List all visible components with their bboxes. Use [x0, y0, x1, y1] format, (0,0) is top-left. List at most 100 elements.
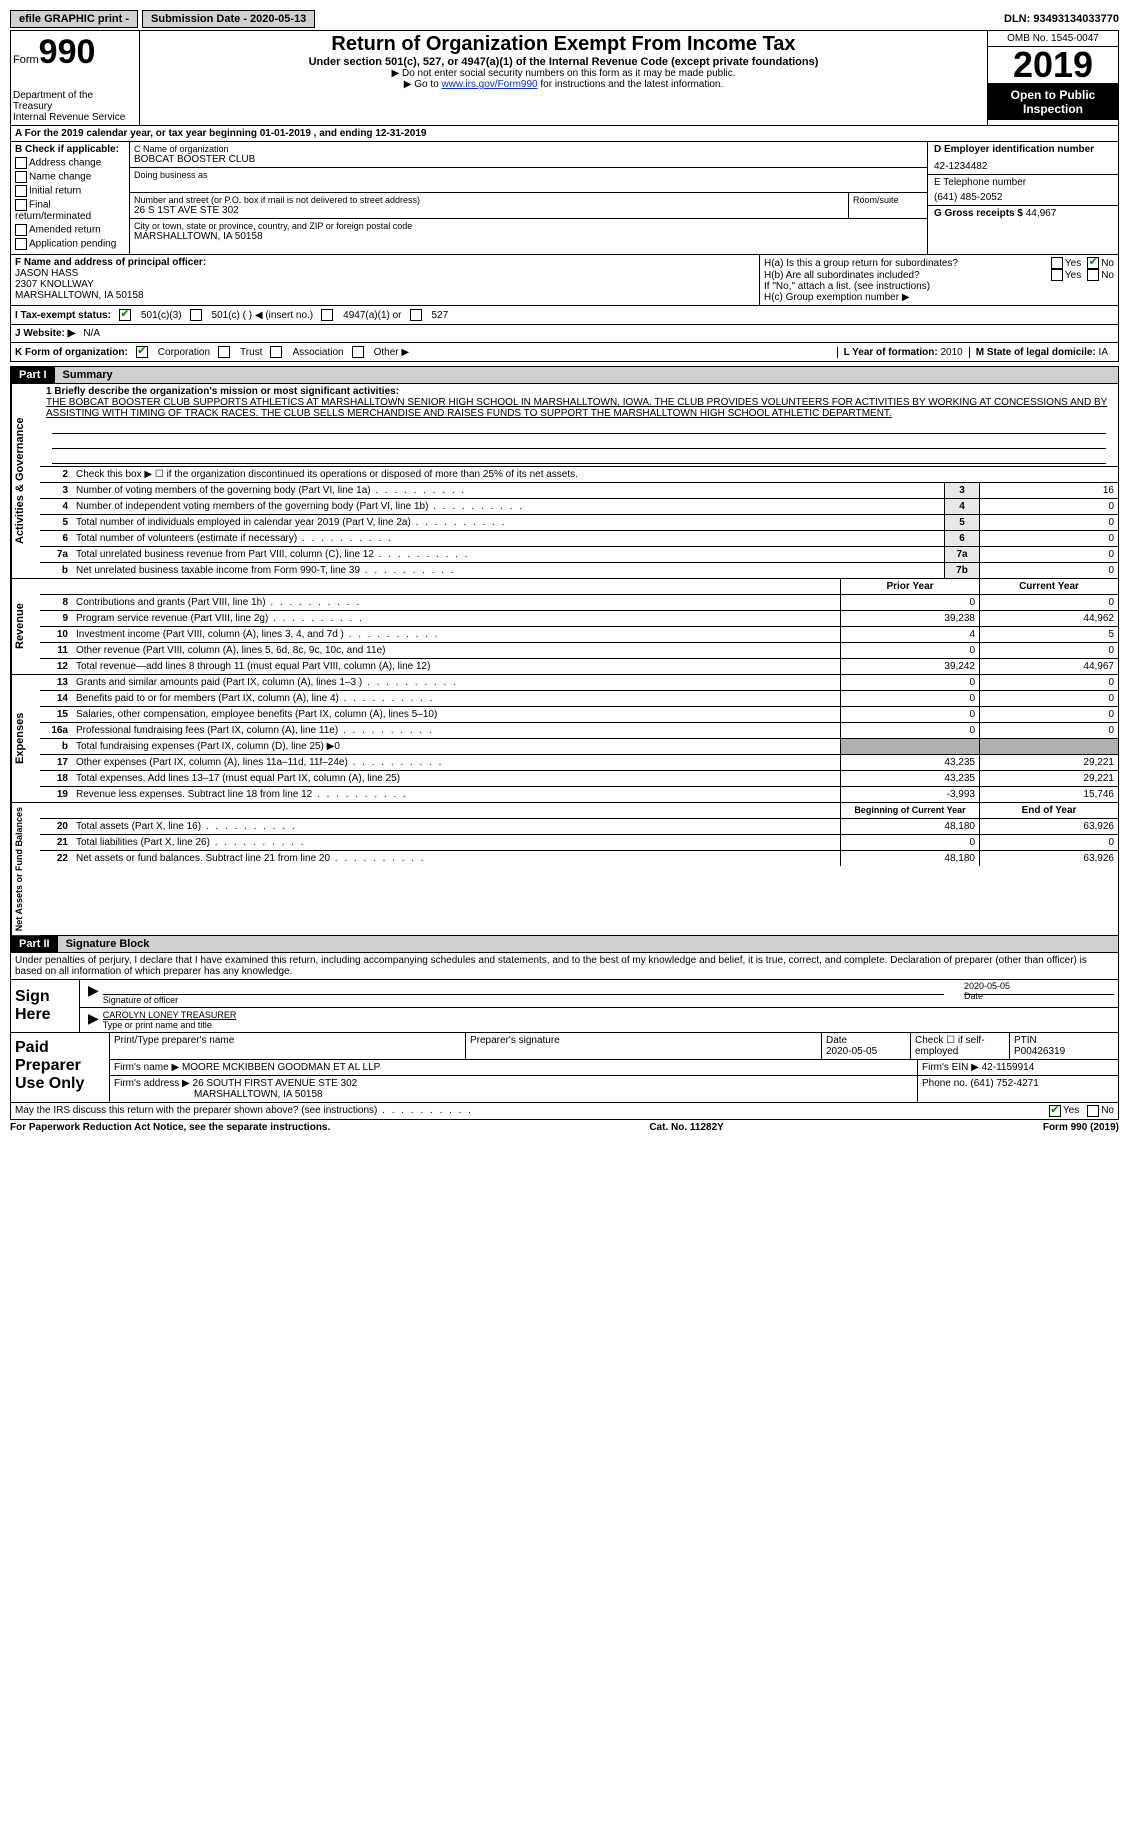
l16bn: b: [40, 739, 72, 754]
check-amended[interactable]: [15, 224, 27, 236]
l7an: 7a: [40, 547, 72, 562]
check-pending[interactable]: [15, 238, 27, 250]
check-name[interactable]: [15, 171, 27, 183]
discuss-no-label: No: [1101, 1105, 1114, 1117]
section-a: A For the 2019 calendar year, or tax yea…: [10, 126, 1119, 142]
prep-h5: PTIN: [1014, 1035, 1037, 1046]
phone-label: E Telephone number: [934, 177, 1112, 188]
firm-name-l: Firm's name ▶: [114, 1062, 179, 1073]
l5d: Total number of individuals employed in …: [72, 515, 944, 530]
ha-no[interactable]: [1087, 257, 1099, 269]
discuss-no[interactable]: [1087, 1105, 1099, 1117]
l19c: 15,746: [979, 787, 1118, 802]
ha-yes[interactable]: [1051, 257, 1063, 269]
l12n: 12: [40, 659, 72, 674]
l3n: 3: [40, 483, 72, 498]
check-527[interactable]: [410, 309, 422, 321]
l8n: 8: [40, 595, 72, 610]
entity-grid: B Check if applicable: Address change Na…: [10, 142, 1119, 255]
l18c: 29,221: [979, 771, 1118, 786]
discuss-text: May the IRS discuss this return with the…: [15, 1105, 1049, 1117]
vtab-net: Net Assets or Fund Balances: [11, 803, 40, 935]
check-other[interactable]: [352, 346, 364, 358]
label-pending: Application pending: [29, 239, 116, 250]
discuss-row: May the IRS discuss this return with the…: [10, 1103, 1119, 1120]
check-address[interactable]: [15, 157, 27, 169]
efile-button[interactable]: efile GRAPHIC print -: [10, 10, 138, 28]
city-label: City or town, state or province, country…: [134, 221, 923, 231]
top-bar: efile GRAPHIC print - Submission Date - …: [10, 10, 1119, 28]
box-b: B Check if applicable: Address change Na…: [11, 142, 130, 254]
l7av: 0: [979, 547, 1118, 562]
l9c: 44,962: [979, 611, 1118, 626]
label-address: Address change: [29, 158, 101, 169]
l16ac: 0: [979, 723, 1118, 738]
opt-other: Other ▶: [374, 347, 409, 358]
check-corp[interactable]: [136, 346, 148, 358]
ein-label: D Employer identification number: [934, 144, 1112, 155]
form-header: Form990 Department of the Treasury Inter…: [10, 30, 1119, 126]
hb-no[interactable]: [1087, 269, 1099, 281]
part1-header: Part I: [11, 367, 55, 383]
irs-link[interactable]: www.irs.gov/Form990: [441, 79, 537, 90]
dln-text: DLN: 93493134033770: [1004, 13, 1119, 25]
discuss-yes[interactable]: [1049, 1105, 1061, 1117]
footer-right: Form 990 (2019): [1043, 1122, 1119, 1133]
l13n: 13: [40, 675, 72, 690]
officer-group-row: F Name and address of principal officer:…: [10, 255, 1119, 306]
part1-title: Summary: [55, 367, 1118, 383]
l18d: Total expenses. Add lines 13–17 (must eq…: [72, 771, 840, 786]
l13d: Grants and similar amounts paid (Part IX…: [72, 675, 840, 690]
check-501c[interactable]: [190, 309, 202, 321]
no-label: No: [1101, 258, 1114, 269]
l22n: 22: [40, 851, 72, 866]
opt-corp: Corporation: [158, 347, 210, 358]
city-value: MARSHALLTOWN, IA 50158: [134, 231, 923, 242]
check-final[interactable]: [15, 199, 27, 211]
box-d: D Employer identification number 42-1234…: [927, 142, 1118, 254]
l3d: Number of voting members of the governin…: [72, 483, 944, 498]
opt-4947: 4947(a)(1) or: [343, 310, 401, 321]
check-initial[interactable]: [15, 185, 27, 197]
firm-ein: 42-1159914: [982, 1062, 1035, 1073]
prep-ptin: P00426319: [1014, 1046, 1065, 1057]
street-addr: 26 S 1ST AVE STE 302: [134, 205, 844, 216]
l20p: 48,180: [840, 819, 979, 834]
note1: ▶ Do not enter social security numbers o…: [144, 68, 983, 79]
check-4947[interactable]: [321, 309, 333, 321]
hb-label: H(b) Are all subordinates included?: [764, 270, 1051, 281]
note2: ▶ Go to www.irs.gov/Form990 for instruct…: [144, 79, 983, 90]
l5v: 0: [979, 515, 1118, 530]
tax-year: 2019: [988, 47, 1118, 84]
firm-phone-l: Phone no.: [922, 1078, 970, 1089]
check-assoc[interactable]: [270, 346, 282, 358]
ein-value: 42-1234482: [934, 161, 1112, 172]
firm-addr: 26 SOUTH FIRST AVENUE STE 302: [193, 1078, 358, 1089]
check-501c3[interactable]: [119, 309, 131, 321]
check-trust[interactable]: [218, 346, 230, 358]
l13p: 0: [840, 675, 979, 690]
l7bv: 0: [979, 563, 1118, 578]
l22d: Net assets or fund balances. Subtract li…: [72, 851, 840, 866]
l15c: 0: [979, 707, 1118, 722]
l11n: 11: [40, 643, 72, 658]
l9d: Program service revenue (Part VIII, line…: [72, 611, 840, 626]
l22c: 63,926: [979, 851, 1118, 866]
part1: Part I Summary Activities & Governance 1…: [10, 366, 1119, 953]
form-org-label: K Form of organization:: [15, 347, 128, 358]
penalty-text: Under penalties of perjury, I declare th…: [10, 953, 1119, 980]
l2: Check this box ▶ ☐ if the organization d…: [72, 467, 1118, 482]
l16ap: 0: [840, 723, 979, 738]
officer-addr2: MARSHALLTOWN, IA 50158: [15, 290, 755, 301]
l17d: Other expenses (Part IX, column (A), lin…: [72, 755, 840, 770]
l4b: 4: [944, 499, 979, 514]
l10c: 5: [979, 627, 1118, 642]
l6d: Total number of volunteers (estimate if …: [72, 531, 944, 546]
hb-yes[interactable]: [1051, 269, 1063, 281]
l22p: 48,180: [840, 851, 979, 866]
label-name: Name change: [29, 172, 91, 183]
submission-button[interactable]: Submission Date - 2020-05-13: [142, 10, 315, 28]
l6n: 6: [40, 531, 72, 546]
firm-ein-l: Firm's EIN ▶: [922, 1062, 979, 1073]
l19p: -3,993: [840, 787, 979, 802]
